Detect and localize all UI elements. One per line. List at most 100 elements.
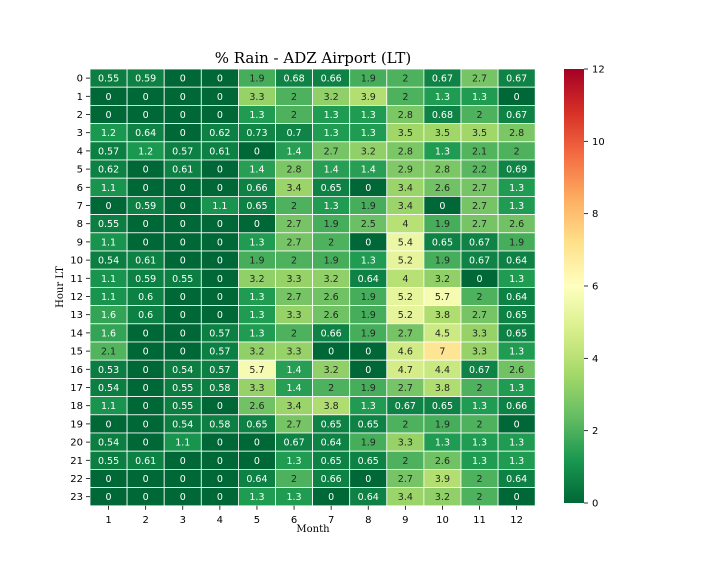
cell-value-label: 0.64 [506, 256, 527, 267]
cell-value-label: 1.4 [249, 165, 264, 176]
y-tick-label: 22 [70, 474, 83, 485]
cell-value-label: 0.55 [172, 274, 193, 285]
cell-value-label: 0.61 [135, 256, 156, 267]
cell-value-label: 4.5 [435, 328, 450, 339]
cell-value-label: 0 [217, 310, 223, 321]
cell-value-label: 0.54 [172, 419, 193, 430]
x-axis-ticks: 1 2 3 4 5 6 7 8 9 10 11 12 [105, 505, 523, 526]
chart-title: % Rain - ADZ Airport (LT) [215, 49, 412, 67]
cell-value-label: 1.4 [286, 146, 301, 157]
cell-value-label: 3.2 [435, 274, 450, 285]
cell-value-label: 1.4 [286, 365, 301, 376]
cell-value-label: 3.2 [435, 492, 450, 503]
cell-value-label: 5.7 [435, 292, 450, 303]
cell-value-label: 2.7 [398, 383, 413, 394]
cell-value-label: 0 [254, 456, 260, 467]
cell-value-label: 0.67 [506, 110, 527, 121]
cell-value-label: 0 [514, 419, 520, 430]
cell-value-label: 2.1 [101, 347, 116, 358]
cell-value-label: 1.6 [101, 310, 116, 321]
cell-value-label: 1.3 [361, 128, 376, 139]
cell-value-label: 0 [365, 183, 371, 194]
cell-value-label: 1.2 [101, 128, 116, 139]
cell-value-label: 0.64 [506, 292, 527, 303]
cell-value-label: 0.57 [209, 365, 230, 376]
y-tick-label: 13 [70, 310, 83, 321]
cell-value-label: 3.3 [398, 438, 413, 449]
cell-value-label: 2.7 [472, 219, 487, 230]
cell-value-label: 0.7 [286, 128, 301, 139]
y-tick-label: 1 [77, 92, 83, 103]
cell-value-label: 1.3 [249, 292, 264, 303]
cell-value-label: 0.66 [321, 328, 342, 339]
cell-value-label: 1.3 [435, 92, 450, 103]
cell-value-label: 1.1 [175, 438, 190, 449]
cell-value-label: 2.6 [509, 365, 524, 376]
y-tick-label: 2 [77, 110, 83, 121]
cell-value-label: 2 [291, 110, 297, 121]
cell-value-label: 0.57 [172, 146, 193, 157]
cell-value-label: 0.67 [432, 74, 453, 85]
y-tick-label: 8 [77, 219, 83, 230]
cell-value-label: 0 [106, 492, 112, 503]
cell-value-label: 4.6 [398, 347, 413, 358]
cell-value-label: 0 [217, 256, 223, 267]
cell-value-label: 2 [477, 110, 483, 121]
cell-value-label: 2 [477, 419, 483, 430]
cell-value-label: 2.6 [435, 456, 450, 467]
cell-value-label: 0.66 [321, 74, 342, 85]
cell-value-label: 2.7 [286, 419, 301, 430]
cell-value-label: 3.3 [249, 383, 264, 394]
cell-value-label: 0.62 [98, 165, 119, 176]
cell-value-label: 2.7 [472, 201, 487, 212]
cell-value-label: 0.73 [246, 128, 267, 139]
cell-value-label: 2 [402, 92, 408, 103]
cell-value-label: 2.8 [286, 165, 301, 176]
cell-value-label: 0.64 [321, 438, 342, 449]
cell-value-label: 1.1 [101, 292, 116, 303]
cell-value-label: 0 [106, 419, 112, 430]
cell-value-label: 1.3 [435, 146, 450, 157]
cell-value-label: 1.9 [324, 219, 339, 230]
cell-value-label: 0 [328, 347, 334, 358]
cell-value-label: 0 [180, 74, 186, 85]
y-tick-label: 10 [70, 256, 83, 267]
cell-value-label: 5.2 [398, 256, 413, 267]
cell-value-label: 0.68 [432, 110, 453, 121]
cell-value-label: 1.9 [249, 74, 264, 85]
cell-value-label: 0.64 [506, 474, 527, 485]
cell-value-label: 0.54 [98, 438, 119, 449]
x-tick-label: 9 [402, 515, 408, 526]
y-tick-label: 19 [70, 419, 83, 430]
x-tick-label: 3 [180, 515, 186, 526]
cell-value-label: 0.57 [209, 347, 230, 358]
cell-value-label: 0 [143, 328, 149, 339]
colorbar [564, 69, 584, 503]
cell-value-label: 0.65 [432, 401, 453, 412]
cell-value-label: 3.5 [472, 128, 487, 139]
y-tick-label: 18 [70, 401, 83, 412]
cell-value-label: 0.65 [246, 419, 267, 430]
cell-value-label: 0.65 [432, 237, 453, 248]
cell-value-label: 2.8 [398, 146, 413, 157]
cell-value-label: 1.3 [509, 438, 524, 449]
cell-value-label: 0.53 [98, 365, 119, 376]
cell-value-label: 0.64 [246, 474, 267, 485]
cell-value-label: 0.67 [506, 74, 527, 85]
cell-value-label: 5.2 [398, 292, 413, 303]
y-tick-label: 23 [70, 492, 83, 503]
cell-value-label: 0 [106, 474, 112, 485]
cell-value-label: 7 [439, 347, 445, 358]
cell-value-label: 0.65 [246, 201, 267, 212]
cell-value-label: 1.4 [361, 165, 376, 176]
cell-value-label: 0.57 [98, 146, 119, 157]
cell-value-label: 0 [143, 92, 149, 103]
cell-value-label: 2.6 [435, 183, 450, 194]
cell-value-label: 2 [514, 146, 520, 157]
cell-value-label: 0 [106, 110, 112, 121]
cell-value-label: 1.3 [286, 456, 301, 467]
x-tick-label: 8 [365, 515, 371, 526]
cell-value-label: 1.3 [361, 256, 376, 267]
colorbar-tick-label: 12 [592, 65, 605, 76]
